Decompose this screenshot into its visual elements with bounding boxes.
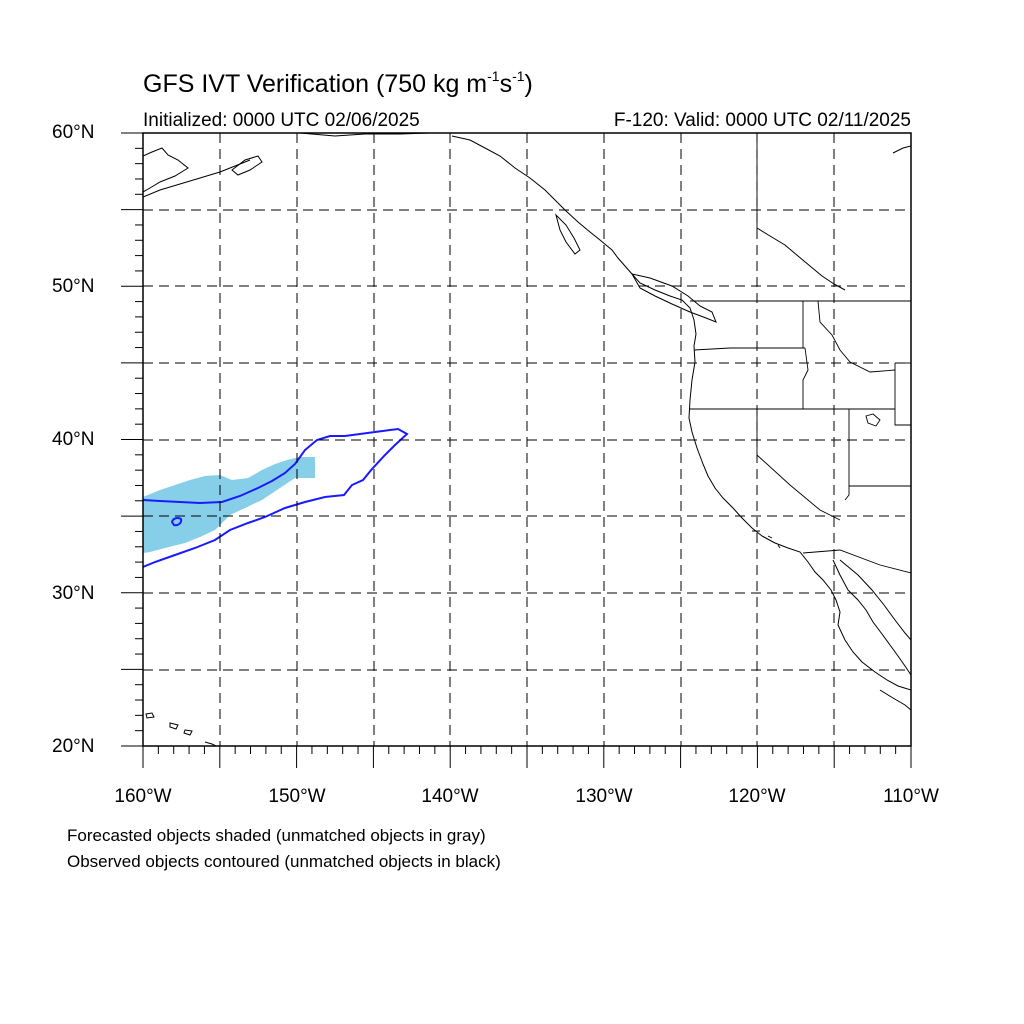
lat-label-60n: 60°N	[52, 122, 95, 143]
baja-gulf-coast	[832, 559, 911, 676]
border-nevada-utah	[844, 409, 850, 501]
lat-label-40n: 40°N	[52, 429, 95, 450]
alaska-coastline	[143, 147, 189, 193]
hawaii-oahu	[145, 712, 155, 719]
border-california-nevada	[756, 409, 841, 521]
axis-ticks	[121, 132, 912, 768]
legend-note-observed: Observed objects contoured (unmatched ob…	[67, 852, 501, 871]
observed-object-small-contour	[170, 517, 183, 527]
border-washington-oregon	[693, 347, 805, 351]
forecast-objects	[143, 457, 315, 553]
mexico-coast-south	[879, 689, 911, 711]
hudson-coast	[892, 145, 911, 154]
lon-label-160w: 160°W	[114, 786, 172, 807]
hawaii-maui	[169, 722, 179, 730]
great-slave-shore	[756, 227, 846, 291]
great-salt-lake	[865, 413, 881, 427]
forecast-object-shade	[143, 457, 315, 553]
lat-label-30n: 30°N	[52, 583, 95, 604]
lon-label-110w: 110°W	[883, 786, 939, 807]
border-wyoming	[894, 363, 911, 426]
lon-label-130w: 130°W	[575, 786, 633, 807]
hawaii-molokai	[183, 729, 193, 736]
border-us-mexico	[802, 549, 911, 574]
graticule	[143, 133, 911, 746]
lat-label-20n: 20°N	[52, 736, 95, 757]
lat-label-50n: 50°N	[52, 276, 95, 297]
se-alaska-bc-coast	[451, 135, 697, 347]
border-idaho-montana	[817, 300, 896, 373]
lon-label-140w: 140°W	[421, 786, 479, 807]
channel-islands	[752, 530, 781, 549]
initialized-time: Initialized: 0000 UTC 02/06/2025	[143, 110, 420, 131]
observed-objects	[143, 427, 409, 568]
coastlines	[143, 133, 911, 746]
lon-label-150w: 150°W	[268, 786, 326, 807]
chart-title: GFS IVT Verification (750 kg m-1s-1)	[143, 68, 533, 98]
haida-gwaii	[555, 213, 581, 255]
vancouver-island	[631, 273, 717, 323]
valid-time: F-120: Valid: 0000 UTC 02/11/2025	[613, 110, 911, 131]
mexico-mainland-coast	[839, 559, 911, 641]
alaska-coastline-2	[143, 159, 251, 198]
political-borders	[690, 133, 911, 574]
kodiak-island	[231, 155, 263, 176]
us-west-coast	[688, 345, 911, 691]
lon-label-120w: 120°W	[728, 786, 786, 807]
border-oregon-idaho	[802, 347, 809, 409]
legend-note-forecast: Forecasted objects shaded (unmatched obj…	[67, 826, 486, 845]
observed-object-contour	[143, 427, 409, 568]
